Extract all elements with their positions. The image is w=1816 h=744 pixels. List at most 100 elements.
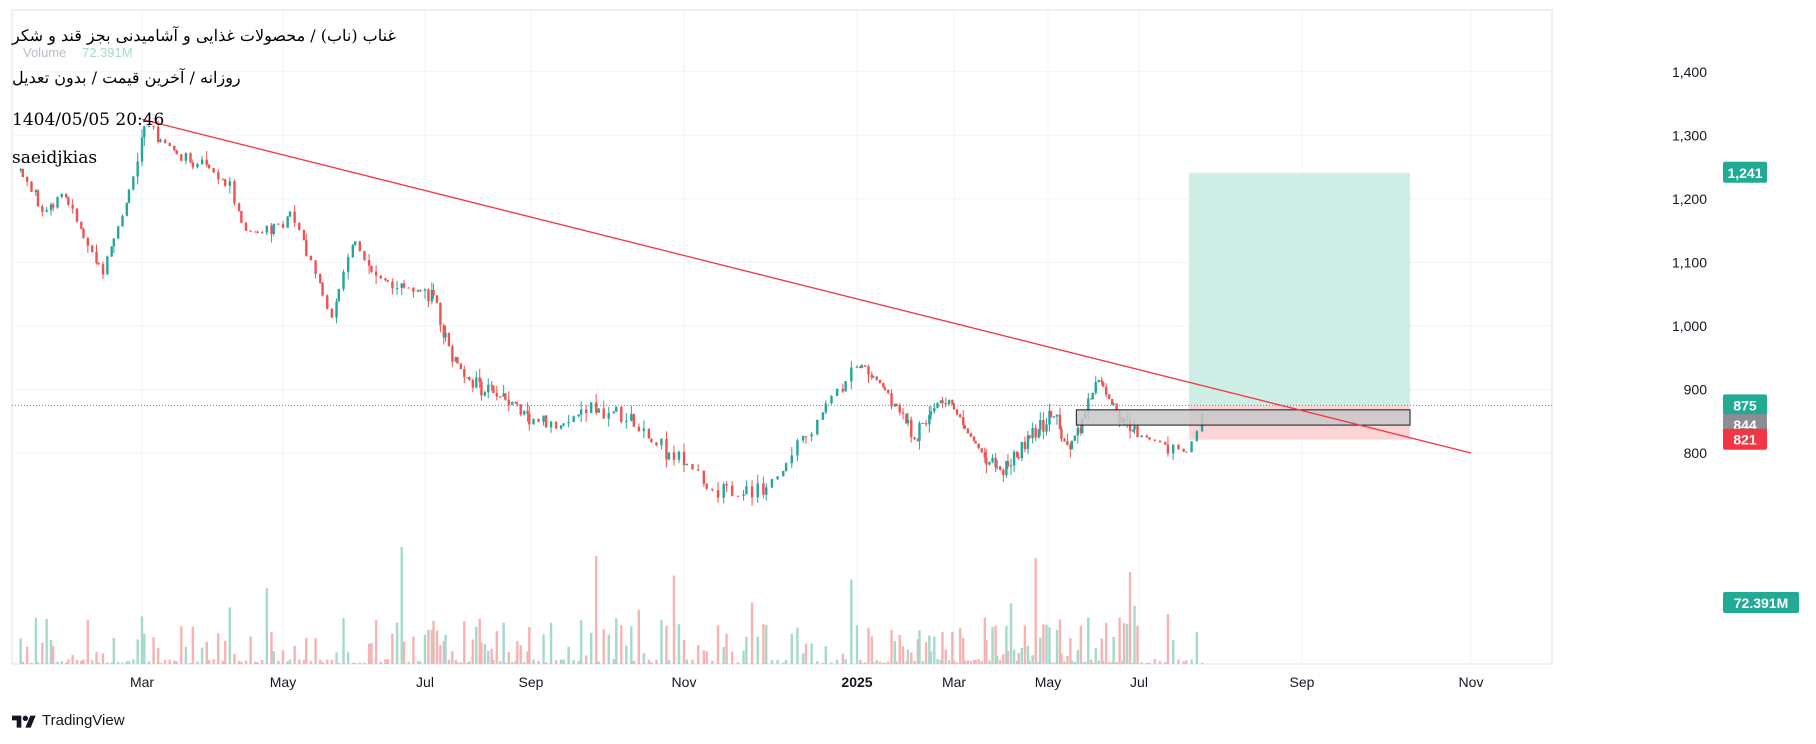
- volume-bar: [432, 621, 435, 664]
- candle-body: [731, 485, 734, 496]
- candle-body: [918, 423, 921, 441]
- volume-bar: [159, 662, 162, 664]
- x-tick-label: May: [270, 674, 296, 690]
- candle-body: [526, 410, 529, 414]
- candle-body: [1153, 439, 1156, 441]
- candle: [544, 414, 548, 428]
- candle-body: [736, 495, 740, 497]
- volume-bar: [112, 637, 116, 664]
- candle-body: [637, 426, 641, 432]
- candle-body: [244, 222, 248, 231]
- candle: [602, 400, 605, 419]
- candle: [432, 283, 435, 299]
- volume-bar: [337, 662, 341, 664]
- volume-bar: [127, 661, 131, 664]
- candle: [370, 265, 373, 273]
- candle-body: [1148, 437, 1151, 440]
- candle-body: [363, 250, 366, 261]
- candle: [1100, 377, 1103, 386]
- volume-bar: [196, 661, 199, 664]
- candle-body: [1055, 414, 1059, 417]
- volume-bar: [941, 632, 944, 664]
- volume-bar: [56, 661, 59, 664]
- time-axis[interactable]: Mar May Jul Sep Nov 2025 Mar May Jul Sep Nov: [130, 674, 1484, 690]
- candle-body: [872, 376, 875, 378]
- candle-body: [682, 451, 686, 466]
- candle: [256, 230, 259, 234]
- volume-bar: [447, 659, 451, 664]
- candle-body: [824, 403, 828, 413]
- volume-bar: [835, 659, 839, 664]
- volume-bar: [1125, 624, 1129, 664]
- volume-bar: [1063, 661, 1066, 664]
- volume-bar: [776, 660, 779, 664]
- volume-bar: [1115, 661, 1118, 664]
- candle-body: [379, 275, 382, 279]
- volume-bar: [384, 659, 387, 664]
- candle-body: [335, 301, 338, 318]
- candle: [924, 419, 928, 427]
- x-tick-label: May: [1035, 674, 1061, 690]
- volume-bar: [999, 659, 1002, 664]
- volume-bar: [288, 659, 292, 664]
- candle-body: [86, 238, 90, 246]
- tradingview-brand[interactable]: TradingView: [12, 712, 125, 729]
- volume-bar: [951, 631, 954, 664]
- support-zone-box[interactable]: [1075, 409, 1411, 426]
- candle: [95, 244, 98, 265]
- candle: [951, 399, 954, 406]
- candle: [412, 286, 415, 298]
- volume-bar: [391, 633, 394, 664]
- candle: [342, 269, 345, 292]
- price-axis[interactable]: 1,400 1,300 1,200 1,100 1,000 900 800: [1672, 64, 1707, 461]
- volume-bar: [309, 661, 313, 664]
- candle: [844, 381, 847, 392]
- x-tick-label: Nov: [672, 674, 697, 690]
- candle: [1058, 407, 1062, 430]
- candle-body: [1002, 469, 1005, 476]
- candle-body: [1097, 380, 1100, 383]
- candle-body: [1015, 451, 1019, 458]
- volume-bar: [1034, 558, 1037, 664]
- volume-bar: [1006, 651, 1010, 664]
- candle-body: [589, 402, 593, 414]
- volume-bar: [1052, 662, 1056, 664]
- candle: [1009, 458, 1013, 475]
- candle: [184, 152, 188, 165]
- volume-bar: [1100, 638, 1103, 664]
- downtrend-line[interactable]: [141, 118, 1472, 454]
- candle-body: [559, 425, 563, 429]
- price-label: 72.391M: [1723, 592, 1799, 613]
- candle-body: [875, 376, 878, 380]
- candle: [776, 476, 779, 481]
- candle: [665, 431, 668, 468]
- volume-bar: [528, 627, 531, 664]
- candle: [1048, 403, 1051, 432]
- candle-body: [952, 403, 956, 410]
- candle: [736, 495, 740, 497]
- candle: [977, 443, 980, 450]
- volume-bar: [116, 661, 120, 664]
- candle: [1066, 433, 1069, 446]
- candle-body: [742, 494, 745, 496]
- volume-bar: [510, 661, 514, 664]
- volume-bar: [1045, 624, 1048, 664]
- candle-body: [1073, 435, 1077, 441]
- candle-body: [750, 486, 754, 498]
- candle-body: [286, 216, 289, 228]
- candle-body: [319, 274, 322, 283]
- candle: [321, 281, 324, 297]
- candle: [816, 419, 819, 436]
- long-position-target-zone[interactable]: [1188, 172, 1411, 406]
- volume-bar: [1107, 662, 1111, 664]
- volume-bar: [660, 620, 663, 664]
- candle-body: [205, 159, 208, 165]
- candle-body: [782, 470, 785, 477]
- candle: [391, 278, 394, 295]
- volume-bar: [36, 662, 40, 664]
- candle-body: [270, 225, 273, 235]
- volume-bar: [136, 639, 139, 664]
- candle: [305, 233, 308, 257]
- volume-bar: [872, 661, 875, 664]
